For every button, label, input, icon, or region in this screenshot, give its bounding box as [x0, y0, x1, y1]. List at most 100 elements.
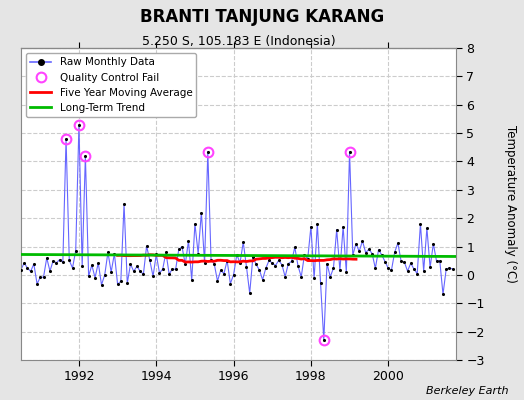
Point [133, 263, 141, 270]
Point [62, 136, 70, 142]
Point [300, 252, 309, 258]
Point [384, 265, 392, 271]
Point [155, 270, 163, 276]
Point [362, 249, 370, 256]
Point [75, 121, 83, 128]
Point [120, 201, 128, 207]
Point [226, 280, 235, 287]
Point [129, 268, 138, 274]
Point [429, 240, 438, 247]
Point [365, 246, 373, 252]
Legend: Raw Monthly Data, Quality Control Fail, Five Year Moving Average, Long-Term Tren: Raw Monthly Data, Quality Control Fail, … [26, 53, 196, 117]
Point [159, 266, 167, 272]
Point [445, 265, 454, 271]
Point [104, 249, 112, 256]
Point [413, 270, 421, 277]
Point [287, 258, 296, 265]
Point [152, 251, 160, 258]
Point [352, 240, 360, 247]
Point [17, 266, 25, 273]
Point [239, 239, 247, 245]
Point [423, 225, 431, 231]
Point [297, 274, 305, 280]
Point [171, 266, 180, 273]
Point [146, 257, 154, 264]
Point [168, 266, 177, 272]
Point [371, 265, 379, 272]
Point [178, 244, 186, 250]
Point [39, 274, 48, 280]
Point [255, 267, 264, 273]
Point [236, 260, 244, 266]
Point [326, 274, 334, 280]
Point [210, 261, 219, 267]
Point [246, 290, 254, 296]
Point [265, 257, 273, 264]
Point [117, 278, 125, 284]
Point [26, 268, 35, 274]
Point [390, 249, 399, 256]
Point [188, 277, 196, 283]
Point [91, 274, 99, 281]
Point [410, 266, 418, 272]
Point [149, 273, 157, 280]
Point [426, 264, 434, 271]
Point [84, 273, 93, 279]
Point [56, 256, 64, 263]
Point [397, 258, 405, 264]
Point [249, 253, 257, 260]
Point [252, 261, 260, 268]
Point [101, 272, 109, 278]
Point [194, 250, 202, 257]
Point [403, 268, 412, 274]
Point [88, 262, 96, 268]
Point [123, 280, 132, 286]
Point [333, 226, 341, 233]
Point [233, 252, 241, 258]
Point [191, 221, 199, 227]
Point [72, 247, 80, 254]
Point [59, 259, 67, 266]
Point [94, 260, 103, 266]
Point [284, 260, 292, 267]
Text: BRANTI TANJUNG KARANG: BRANTI TANJUNG KARANG [140, 8, 384, 26]
Point [316, 280, 325, 286]
Point [355, 248, 364, 254]
Point [310, 275, 318, 282]
Point [65, 257, 73, 264]
Point [348, 252, 357, 258]
Y-axis label: Temperature Anomaly (°C): Temperature Anomaly (°C) [504, 125, 517, 283]
Point [52, 260, 61, 266]
Point [374, 247, 383, 253]
Point [339, 224, 347, 230]
Point [223, 257, 231, 264]
Point [275, 257, 283, 264]
Text: Berkeley Earth: Berkeley Earth [426, 386, 508, 396]
Point [230, 272, 238, 278]
Point [197, 209, 205, 216]
Point [400, 259, 409, 265]
Point [46, 268, 54, 274]
Point [381, 258, 389, 265]
Point [207, 256, 215, 263]
Point [303, 256, 312, 262]
Point [30, 261, 38, 267]
Point [420, 268, 428, 274]
Point [294, 263, 302, 269]
Point [261, 265, 270, 272]
Point [42, 255, 51, 261]
Point [368, 250, 376, 257]
Point [174, 246, 183, 252]
Point [81, 152, 90, 159]
Point [394, 240, 402, 246]
Point [143, 243, 151, 249]
Point [68, 265, 77, 271]
Point [271, 262, 280, 269]
Point [268, 260, 277, 266]
Point [181, 261, 190, 268]
Point [345, 148, 354, 155]
Point [165, 271, 173, 277]
Point [435, 258, 444, 264]
Point [407, 260, 415, 266]
Point [387, 267, 396, 274]
